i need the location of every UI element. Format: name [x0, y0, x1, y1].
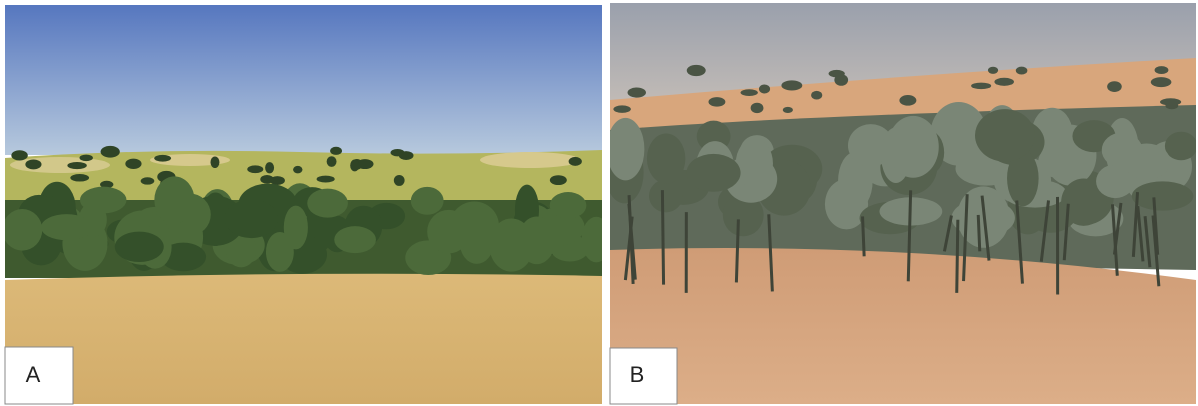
tree	[225, 199, 278, 238]
tree	[811, 91, 822, 100]
tree	[330, 147, 342, 155]
tree	[569, 157, 582, 166]
sand-patch	[10, 157, 110, 173]
tree	[70, 174, 89, 182]
tree	[307, 189, 348, 218]
tree	[154, 155, 171, 162]
tree	[783, 107, 793, 113]
tree	[2, 209, 42, 251]
tree	[350, 159, 359, 171]
tree	[1151, 77, 1172, 87]
tree	[550, 192, 587, 219]
tree	[741, 89, 758, 96]
tree	[708, 97, 725, 107]
tree	[550, 175, 567, 185]
tree	[125, 159, 141, 169]
tree	[957, 220, 958, 293]
panel-label: A	[26, 362, 41, 387]
sky	[5, 5, 602, 155]
tree	[247, 165, 263, 173]
photo-b	[605, 3, 1197, 404]
tree	[899, 95, 916, 106]
tree	[1165, 102, 1178, 109]
tree	[334, 226, 376, 253]
tree	[607, 118, 645, 181]
tree	[888, 116, 939, 178]
figure: A B	[0, 0, 1198, 406]
tree	[759, 84, 770, 93]
tree	[978, 215, 980, 251]
tree	[834, 74, 848, 86]
tree	[647, 133, 685, 183]
tree	[411, 187, 444, 215]
tree	[270, 176, 285, 185]
panel-label: B	[630, 362, 645, 387]
tree	[450, 201, 499, 250]
tree	[67, 162, 86, 169]
tree	[687, 65, 706, 76]
tree	[293, 166, 302, 173]
tree	[317, 176, 335, 183]
tree	[1016, 67, 1028, 75]
tree	[751, 103, 764, 113]
sand-patch	[480, 152, 580, 168]
tree	[266, 232, 294, 272]
tree	[736, 219, 738, 282]
page: A B (() => { const data = JSON.parse(doc…	[0, 0, 1198, 406]
tree	[1102, 133, 1143, 168]
tree	[988, 67, 998, 74]
tree	[1165, 132, 1197, 161]
tree	[210, 156, 219, 168]
tree	[1155, 66, 1169, 74]
tree	[863, 216, 865, 256]
tree	[975, 109, 1035, 161]
tree	[582, 217, 612, 263]
tree	[399, 151, 414, 160]
tree	[736, 138, 773, 188]
tree	[613, 105, 630, 112]
photo-a	[2, 5, 611, 404]
tree	[11, 150, 27, 160]
tree	[141, 177, 155, 184]
tree	[628, 87, 646, 97]
tree	[41, 214, 92, 240]
tree	[79, 155, 92, 162]
tree	[327, 156, 337, 167]
tree	[394, 175, 405, 186]
tree	[265, 162, 274, 173]
tree	[518, 216, 555, 264]
tree	[1107, 81, 1122, 92]
tree	[115, 232, 164, 262]
tree	[662, 190, 663, 285]
tree	[971, 83, 991, 90]
tree	[649, 180, 683, 213]
sand-ground	[610, 248, 1196, 404]
tree	[781, 80, 802, 90]
tree	[686, 154, 740, 192]
sand-field	[5, 274, 602, 404]
tree	[994, 78, 1014, 86]
tree	[154, 176, 194, 223]
tree	[101, 148, 110, 154]
tree	[25, 159, 41, 169]
tree	[1132, 181, 1194, 210]
